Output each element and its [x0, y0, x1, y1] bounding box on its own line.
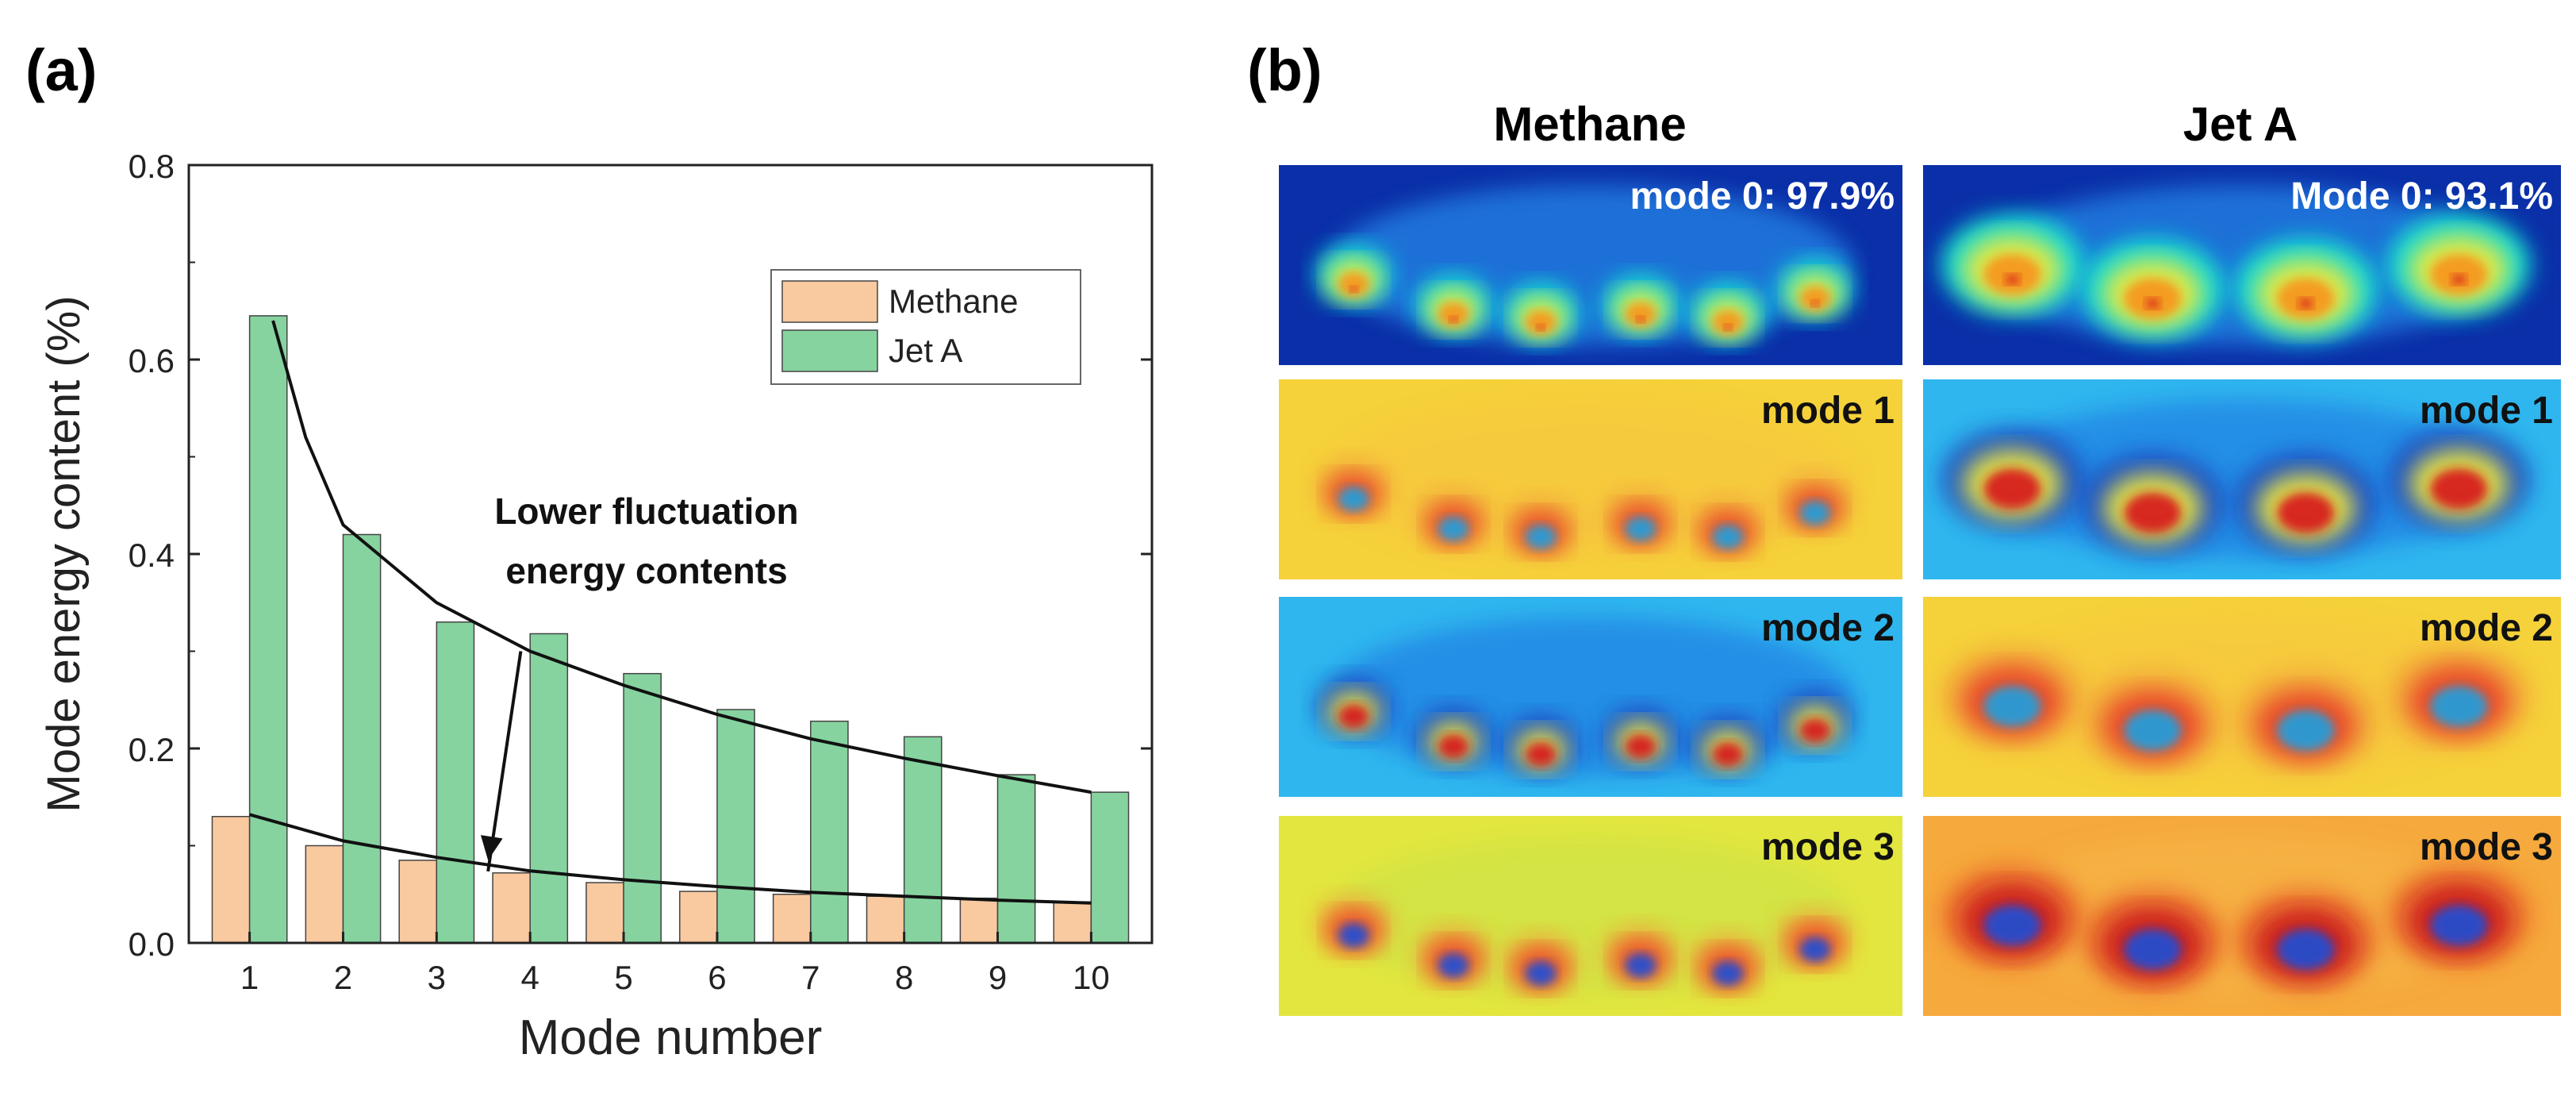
x-tick-label: 6: [708, 959, 726, 996]
x-tick-label: 2: [334, 959, 352, 996]
column-title-jet-a: Jet A: [2182, 98, 2298, 151]
field-image: [1279, 816, 1902, 1016]
bar-methane-7: [772, 894, 812, 944]
bar-jet-a-2: [342, 533, 382, 944]
mode-label: mode 2: [2419, 607, 2553, 649]
field-image: [1923, 379, 2561, 579]
y-tick-label: 0.4: [129, 537, 175, 574]
mode-label: mode 2: [1760, 607, 1895, 649]
bar-jet-a-1: [248, 315, 288, 944]
mode-label: mode 3: [1760, 826, 1895, 868]
pod-field-methane-mode-2: mode 2: [1279, 597, 1902, 797]
x-tick-label: 1: [240, 959, 259, 996]
annotation-line-2: energy contents: [505, 550, 787, 591]
bar-methane-1: [211, 816, 251, 944]
field-image: [1279, 379, 1902, 579]
bar-jet-a-6: [716, 709, 755, 944]
annotation-arrow: [486, 651, 523, 872]
x-tick-label: 10: [1073, 959, 1110, 996]
bar-methane-4: [492, 872, 531, 944]
x-tick-label: 3: [428, 959, 446, 996]
legend-swatch-jet-a: [781, 329, 878, 372]
mode-label: Mode 0: 93.1%: [2290, 175, 2553, 217]
pod-field-jet-a-mode-0: Mode 0: 93.1%: [1923, 165, 2561, 365]
mode-energy-chart: 0.0 0.2 0.4 0.6 0.8 1 2 3 4 5 6 7 8 9 10 Mode number Mod…: [38, 148, 1154, 1065]
bar-methane-9: [959, 897, 999, 944]
bar-methane-5: [585, 882, 624, 944]
mode-label: mode 3: [2419, 826, 2553, 868]
field-image: [1923, 597, 2561, 797]
mode-label: mode 0: 97.9%: [1630, 175, 1895, 217]
column-title-methane: Methane: [1493, 98, 1687, 151]
annotation-arrow-head: [480, 835, 503, 860]
x-axis-title: Mode number: [519, 1010, 823, 1065]
bar-methane-3: [398, 860, 438, 944]
pod-field-methane-mode-1: mode 1: [1279, 379, 1902, 579]
field-image: [1923, 165, 2561, 365]
y-tick-label: 0.2: [129, 731, 175, 768]
bar-methane-10: [1053, 901, 1092, 944]
bar-jet-a-3: [436, 621, 475, 944]
bar-methane-6: [679, 891, 718, 944]
legend-label-jet-a: Jet A: [889, 332, 962, 369]
x-tick-label: 7: [801, 959, 820, 996]
fit-curve-methane: [249, 813, 1092, 905]
field-image: [1279, 165, 1902, 365]
pod-field-jet-a-mode-1: mode 1: [1923, 379, 2561, 579]
y-tick-label: 0.8: [129, 148, 175, 185]
x-tick-label: 9: [989, 959, 1007, 996]
pod-field-jet-a-mode-2: mode 2: [1923, 597, 2561, 797]
y-axis-title: Mode energy content (%): [38, 295, 90, 812]
legend-label-methane: Methane: [889, 283, 1018, 320]
bar-methane-2: [305, 844, 344, 944]
legend-swatch-methane: [781, 280, 878, 323]
bar-jet-a-8: [903, 736, 942, 944]
bar-jet-a-5: [623, 672, 662, 944]
field-image: [1279, 597, 1902, 797]
y-tick-label: 0.6: [129, 342, 175, 379]
fit-curve-jet-a: [271, 320, 1092, 794]
panel-a-label: (a): [25, 37, 98, 103]
x-tick-label: 5: [614, 959, 632, 996]
pod-field-methane-mode-0: mode 0: 97.9%: [1279, 165, 1902, 365]
pod-field-methane-mode-3: mode 3: [1279, 816, 1902, 1016]
bar-jet-a-4: [529, 633, 569, 944]
pod-field-jet-a-mode-3: mode 3: [1923, 816, 2561, 1016]
bar-jet-a-10: [1090, 791, 1130, 944]
x-tick-label: 8: [895, 959, 913, 996]
panel-b-label: (b): [1247, 37, 1323, 103]
mode-label: mode 1: [2419, 390, 2553, 432]
mode-label: mode 1: [1760, 390, 1895, 432]
annotation-line-1: Lower fluctuation: [494, 491, 798, 532]
x-tick-label: 4: [521, 959, 539, 996]
bar-jet-a-7: [810, 720, 849, 944]
y-tick-label: 0.0: [129, 925, 175, 963]
bar-jet-a-9: [996, 774, 1036, 944]
field-image: [1923, 816, 2561, 1016]
bar-methane-8: [866, 895, 905, 944]
